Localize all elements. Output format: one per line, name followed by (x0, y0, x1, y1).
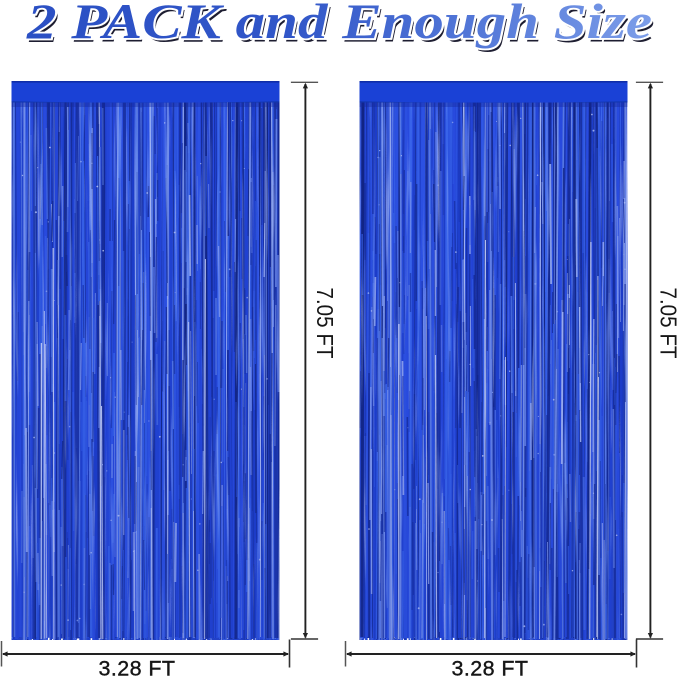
svg-text:2 PACK and Enough Size: 2 PACK and Enough Size (28, 0, 654, 52)
svg-text:7.05 FT: 7.05 FT (312, 288, 338, 359)
svg-text:7.05 FT: 7.05 FT (656, 288, 679, 359)
svg-text:3.28 FT: 3.28 FT (452, 657, 529, 679)
svg-text:2 PACK and Enough Size: 2 PACK and Enough Size (26, 0, 652, 49)
svg-text:3.28 FT: 3.28 FT (99, 657, 176, 679)
